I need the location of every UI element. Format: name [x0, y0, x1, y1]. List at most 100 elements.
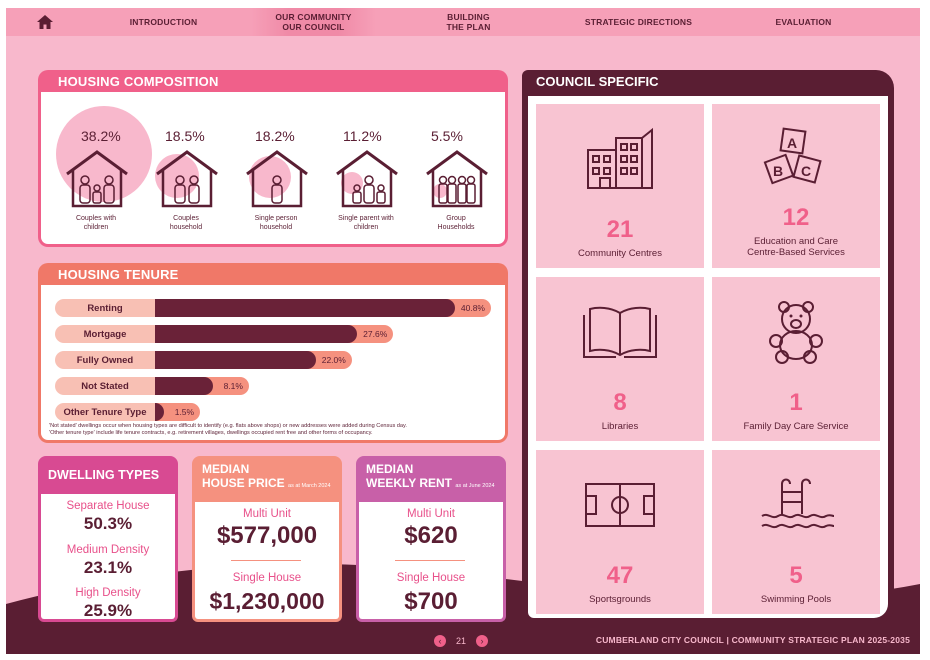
dwelling-type-value: 50.3%	[83, 514, 133, 533]
tenure-bar-label: Fully Owned	[55, 351, 155, 369]
dwelling-types-title: DWELLING TYPES	[38, 456, 178, 494]
previous-page-button[interactable]: ‹	[434, 635, 446, 647]
page: INTRODUCTION OUR COMMUNITY OUR COUNCIL B…	[6, 8, 920, 654]
tenure-note: 'Other tenure type' include life tenure …	[49, 430, 373, 436]
tenure-bar-track: 8.1%	[151, 377, 249, 395]
tenure-bar-row: 27.6% Mortgage	[55, 325, 495, 343]
tile-label: Community Centres	[578, 248, 662, 259]
footer-title: CUMBERLAND CITY COUNCIL | COMMUNITY STRA…	[595, 635, 910, 645]
title-line-main: HOUSE PRICE	[202, 476, 285, 490]
council-specific-panel: COUNCIL SPECIFIC 21 Community Centres	[522, 70, 894, 624]
housing-composition-panel: 38.2% Couples with children 18.5% Couple…	[38, 92, 508, 247]
teddy-bear-icon	[769, 301, 823, 364]
nav-our-community[interactable]: OUR COMMUNITY OUR COUNCIL	[251, 8, 376, 36]
tile-education-care: A B C 12 Education and Care Centre-Based…	[712, 104, 880, 268]
single-house-label: Single House	[232, 572, 302, 584]
composition-item: 18.5% Couples household	[141, 92, 231, 242]
median-house-price-panel: Multi Unit $577,000 Single House $1,230,…	[192, 502, 342, 622]
pool-ladder-icon	[761, 478, 835, 529]
composition-percent: 18.5%	[165, 128, 205, 144]
composition-percent: 18.2%	[255, 128, 295, 144]
multi-unit-rent: $620	[404, 522, 458, 549]
tile-label: Libraries	[601, 421, 639, 432]
share-circle	[433, 184, 447, 198]
tenure-bar-row: 8.1% Not Stated	[55, 377, 495, 395]
nav-introduction[interactable]: INTRODUCTION	[129, 17, 198, 27]
nav-evaluation[interactable]: EVALUATION	[775, 17, 832, 27]
divider	[231, 560, 301, 561]
single-house-price: $1,230,000	[209, 588, 325, 614]
tenure-bar-track: 40.8%	[151, 299, 491, 317]
dwelling-type-label: Separate House	[66, 500, 150, 512]
single-house-label: Single House	[396, 572, 466, 584]
tile-label: Education and Care Centre-Based Services	[747, 236, 845, 258]
tenure-bar-label: Renting	[55, 299, 155, 317]
page-number: 21	[456, 636, 467, 646]
tile-community-centres: 21 Community Centres	[536, 104, 704, 268]
tenure-bar-row: 22.0% Fully Owned	[55, 351, 495, 369]
median-house-price-title: MEDIAN HOUSE PRICE as at March 2024	[192, 456, 342, 502]
sports-field-icon	[585, 483, 655, 527]
composition-percent: 38.2%	[81, 128, 121, 144]
house-family-icon	[66, 150, 128, 208]
composition-item: 18.2% Single person household	[231, 92, 321, 242]
tile-number: 12	[782, 204, 810, 231]
svg-text:B: B	[773, 163, 783, 179]
house-single-parent-icon	[336, 150, 398, 208]
top-nav: INTRODUCTION OUR COMMUNITY OUR COUNCIL B…	[6, 8, 920, 36]
composition-item: 5.5% Group Households	[411, 92, 501, 242]
tenure-bar-track: 22.0%	[151, 351, 352, 369]
tenure-bar-value: 1.5%	[174, 407, 195, 417]
nav-building-the-plan[interactable]: BUILDING THE PLAN	[446, 12, 491, 32]
tenure-bar-track: 27.6%	[151, 325, 394, 343]
nav-strategic-directions[interactable]: STRATEGIC DIRECTIONS	[584, 17, 693, 27]
tile-number: 5	[789, 562, 803, 589]
housing-tenure-panel: 40.8% Renting 27.6% Mortgage 22.0% Fully Owne…	[38, 285, 508, 443]
divider	[395, 560, 465, 561]
dwelling-types-panel: Separate House 50.3% Medium Density 23.1…	[38, 494, 178, 622]
tenure-bar-fill	[151, 377, 213, 395]
tenure-bar-row: 1.5% Other Tenure Type	[55, 403, 495, 421]
abc-blocks-icon: A B C	[763, 127, 822, 185]
tile-libraries: 8 Libraries	[536, 277, 704, 441]
tenure-bar-track: 1.5%	[151, 403, 201, 421]
composition-percent: 5.5%	[431, 128, 463, 144]
building-icon	[587, 127, 653, 189]
tenure-bar-fill	[151, 299, 455, 317]
dwelling-type-value: 25.9%	[83, 601, 133, 620]
median-weekly-rent-title: MEDIAN WEEKLY RENT as at June 2024	[356, 456, 506, 502]
multi-unit-price: $577,000	[216, 522, 318, 549]
composition-item: 11.2% Single parent with children	[321, 92, 411, 242]
council-specific-title: COUNCIL SPECIFIC	[536, 74, 659, 89]
tenure-notes: 'Not stated' dwellings occur when housin…	[49, 423, 499, 437]
composition-label: Single parent with children	[338, 215, 394, 231]
as-of-date: as at March 2024	[288, 483, 331, 489]
tile-family-day-care: 1 Family Day Care Service	[712, 277, 880, 441]
title-line: HOUSE PRICE as at March 2024	[202, 476, 332, 493]
svg-text:C: C	[801, 163, 811, 179]
svg-text:A: A	[787, 135, 797, 151]
tile-sportsgrounds: 47 Sportsgrounds	[536, 450, 704, 614]
next-page-button[interactable]: ›	[476, 635, 489, 647]
tenure-bar-value: 40.8%	[460, 303, 485, 313]
tenure-bar-label: Mortgage	[55, 325, 155, 343]
composition-percent: 11.2%	[343, 128, 382, 144]
house-couple-icon	[156, 150, 218, 208]
tenure-bar-row: 40.8% Renting	[55, 299, 495, 317]
share-circle	[341, 172, 363, 194]
title-line-main: WEEKLY RENT	[366, 476, 453, 490]
median-weekly-rent-panel: Multi Unit $620 Single House $700	[356, 502, 506, 622]
home-icon[interactable]	[36, 14, 54, 30]
tile-label: Swimming Pools	[760, 594, 832, 605]
house-single-person-icon	[246, 150, 308, 208]
tile-number: 47	[606, 562, 634, 589]
dwelling-type-label: High Density	[75, 587, 141, 599]
tenure-bar-fill	[151, 351, 316, 369]
title-line: MEDIAN	[202, 462, 250, 476]
tenure-bar-label: Not Stated	[55, 377, 155, 395]
dwelling-type-value: 23.1%	[83, 558, 133, 577]
tenure-bar-label: Other Tenure Type	[55, 403, 155, 421]
tenure-bar-value: 8.1%	[223, 381, 243, 391]
title-line: MEDIAN	[366, 462, 414, 476]
open-book-icon	[583, 306, 657, 358]
